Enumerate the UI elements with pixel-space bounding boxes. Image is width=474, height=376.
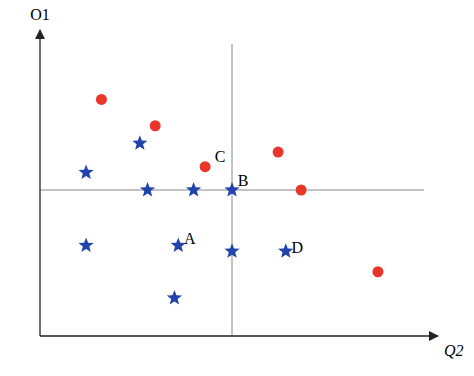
point-label: C (215, 148, 226, 165)
series (78, 135, 293, 304)
star-point (186, 182, 201, 196)
star-point (140, 182, 155, 196)
dot-point (296, 185, 307, 196)
star-point (78, 164, 93, 178)
x-axis-label: Q2 (444, 342, 464, 359)
point-label: D (292, 239, 304, 256)
dot-point (200, 161, 211, 172)
dot-point (372, 266, 383, 277)
point-label: B (238, 172, 249, 189)
star-point (78, 237, 93, 251)
dot-point (96, 94, 107, 105)
star-point (132, 135, 147, 149)
y-axis (39, 30, 40, 336)
points (78, 94, 383, 305)
dot-point (273, 147, 284, 158)
point-label: A (184, 230, 196, 247)
dot-point (150, 120, 161, 131)
reference-lines (40, 44, 424, 336)
series (96, 94, 383, 277)
chart: CB A D O1 Q2 (0, 0, 474, 376)
x-axis (40, 335, 438, 336)
y-axis-label: O1 (30, 6, 50, 23)
star-point (167, 290, 182, 304)
star-point (224, 243, 239, 257)
